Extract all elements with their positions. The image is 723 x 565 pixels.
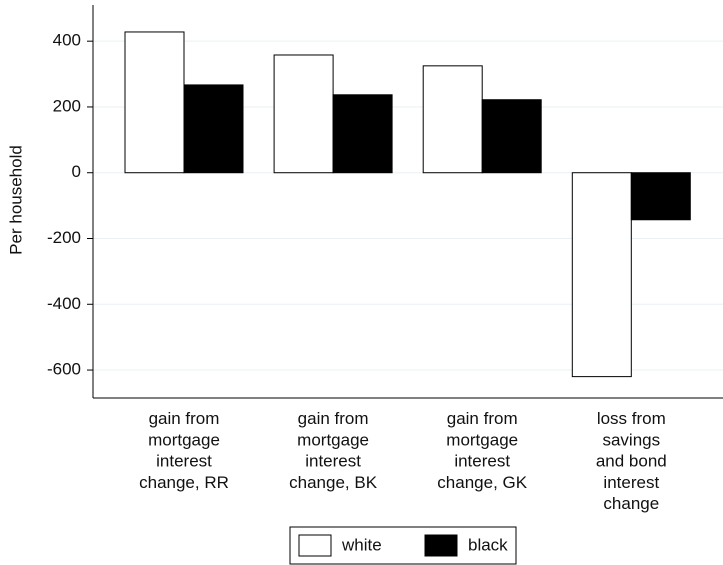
x-tick-label: loss from savings and bond interest change bbox=[596, 409, 667, 513]
bar bbox=[630, 172, 691, 221]
x-tick-label-line: savings bbox=[602, 431, 660, 450]
x-tick-label-line: change, GK bbox=[437, 473, 527, 492]
bar bbox=[332, 94, 393, 174]
legend-label: white bbox=[341, 535, 382, 554]
x-tick-label-line: mortgage bbox=[446, 431, 518, 450]
y-tick-label: 0 bbox=[72, 162, 81, 181]
bar bbox=[183, 84, 244, 174]
bar bbox=[273, 54, 334, 174]
y-tick-label: 200 bbox=[53, 96, 81, 115]
x-tick-label: gain from mortgage interest change, RR bbox=[139, 409, 229, 492]
y-axis-label: Per household bbox=[6, 145, 25, 255]
legend-label: black bbox=[468, 535, 508, 554]
bar bbox=[422, 65, 483, 174]
x-tick-label-line: interest bbox=[305, 452, 361, 471]
bar bbox=[124, 31, 185, 174]
x-tick-label-line: interest bbox=[156, 452, 212, 471]
x-tick-label-line: interest bbox=[603, 473, 659, 492]
x-tick-label: gain from mortgage interest change, BK bbox=[289, 409, 378, 492]
x-tick-label-line: mortgage bbox=[297, 431, 369, 450]
legend-swatch bbox=[424, 534, 458, 557]
y-tick-label: -400 bbox=[47, 294, 81, 313]
x-tick-label-line: gain from bbox=[298, 409, 369, 428]
x-tick-label-line: loss from bbox=[597, 409, 666, 428]
x-tick-label-line: change bbox=[603, 495, 659, 514]
y-tick-label: -600 bbox=[47, 360, 81, 379]
x-tick-label-line: change, BK bbox=[289, 473, 378, 492]
y-tick-label: 400 bbox=[53, 31, 81, 50]
x-tick-label-line: and bond bbox=[596, 452, 667, 471]
x-tick-label-line: change, RR bbox=[139, 473, 229, 492]
x-tick-label-line: interest bbox=[454, 452, 510, 471]
bar bbox=[481, 99, 542, 174]
x-tick-label: gain from mortgage interest change, GK bbox=[437, 409, 527, 492]
x-tick-label-line: mortgage bbox=[148, 431, 220, 450]
x-tick-label-line: gain from bbox=[447, 409, 518, 428]
x-tick-label-line: gain from bbox=[149, 409, 220, 428]
legend-swatch bbox=[298, 534, 332, 557]
y-tick-label: -200 bbox=[47, 228, 81, 247]
bar bbox=[571, 172, 632, 378]
